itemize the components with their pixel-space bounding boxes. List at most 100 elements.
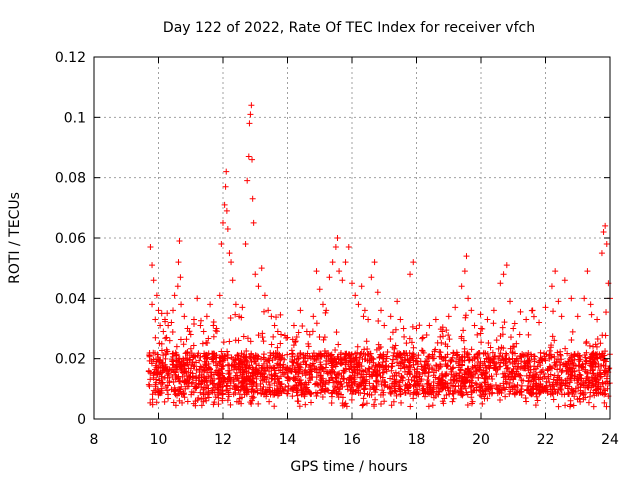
data-point xyxy=(445,332,452,339)
data-point xyxy=(547,344,554,351)
data-point xyxy=(169,328,176,335)
data-point xyxy=(441,395,448,402)
data-point xyxy=(510,325,517,332)
data-point xyxy=(152,381,159,388)
data-point xyxy=(296,363,303,370)
data-point xyxy=(171,292,178,299)
data-point xyxy=(230,366,237,373)
data-point xyxy=(530,373,537,380)
data-point xyxy=(595,361,602,368)
data-point xyxy=(258,265,265,272)
data-point xyxy=(160,352,167,359)
data-point xyxy=(568,337,575,344)
data-point xyxy=(297,307,304,314)
data-point xyxy=(158,310,165,317)
data-point xyxy=(550,308,557,315)
data-point xyxy=(372,396,379,403)
data-point xyxy=(238,350,245,357)
data-point xyxy=(355,301,362,308)
data-point xyxy=(165,395,172,402)
data-point xyxy=(407,271,414,278)
x-tick-label: 22 xyxy=(537,432,555,448)
data-point xyxy=(506,384,513,391)
data-point xyxy=(501,370,508,377)
data-point xyxy=(459,373,466,380)
data-point xyxy=(295,329,302,336)
data-point xyxy=(603,403,610,410)
data-point xyxy=(586,342,593,349)
data-point xyxy=(181,394,188,401)
data-point xyxy=(156,340,163,347)
data-point xyxy=(335,341,342,348)
data-point xyxy=(196,357,203,364)
data-point xyxy=(551,337,558,344)
data-point xyxy=(416,322,423,329)
data-point xyxy=(469,398,476,405)
data-point xyxy=(224,348,231,355)
x-tick-label: 24 xyxy=(601,432,619,448)
data-point xyxy=(523,316,530,323)
data-point xyxy=(531,358,538,365)
data-point xyxy=(245,153,252,160)
data-point xyxy=(260,338,267,345)
data-point xyxy=(149,301,156,308)
data-point xyxy=(583,349,590,356)
y-tick-label: 0.12 xyxy=(55,50,86,66)
data-point xyxy=(509,343,516,350)
data-point xyxy=(187,331,194,338)
data-point xyxy=(152,334,159,341)
data-point xyxy=(493,337,500,344)
data-point xyxy=(255,283,262,290)
data-point xyxy=(466,356,473,363)
data-point xyxy=(190,316,197,323)
data-point xyxy=(241,351,248,358)
x-axis-title: GPS time / hours xyxy=(290,459,407,475)
x-tick-label: 16 xyxy=(343,432,361,448)
data-point xyxy=(352,292,359,299)
x-tick-label: 18 xyxy=(408,432,426,448)
data-point xyxy=(449,398,456,405)
data-point xyxy=(387,335,394,342)
data-point xyxy=(249,195,256,202)
chart-title: Day 122 of 2022, Rate Of TEC Index for r… xyxy=(163,20,535,36)
data-point xyxy=(280,361,287,368)
data-point xyxy=(562,402,569,409)
data-point xyxy=(258,390,265,397)
data-point xyxy=(292,339,299,346)
data-point xyxy=(464,401,471,408)
x-tick-label: 8 xyxy=(90,432,99,448)
data-point xyxy=(188,380,195,387)
data-point xyxy=(146,383,153,390)
data-point xyxy=(563,368,570,375)
data-point xyxy=(250,379,257,386)
data-point xyxy=(172,349,179,356)
data-point xyxy=(169,350,176,357)
data-point xyxy=(577,398,584,405)
data-point xyxy=(499,324,506,331)
data-point xyxy=(168,356,175,363)
data-point xyxy=(431,348,438,355)
data-point xyxy=(506,379,513,386)
data-point xyxy=(210,322,217,329)
data-point xyxy=(401,333,408,340)
data-point xyxy=(250,219,257,226)
data-point xyxy=(228,259,235,266)
data-point xyxy=(525,331,532,338)
data-point xyxy=(395,370,402,377)
data-point xyxy=(597,340,604,347)
data-point xyxy=(248,397,255,404)
data-point xyxy=(255,400,262,407)
data-point xyxy=(468,394,475,401)
data-point xyxy=(490,307,497,314)
data-point xyxy=(149,396,156,403)
data-point xyxy=(546,347,553,354)
data-point xyxy=(270,333,277,340)
data-point xyxy=(513,340,520,347)
data-point xyxy=(424,380,431,387)
x-tick-label: 20 xyxy=(472,432,490,448)
data-point xyxy=(149,262,156,269)
data-point xyxy=(373,377,380,384)
data-point xyxy=(392,369,399,376)
data-point xyxy=(261,292,268,299)
data-point xyxy=(243,362,250,369)
